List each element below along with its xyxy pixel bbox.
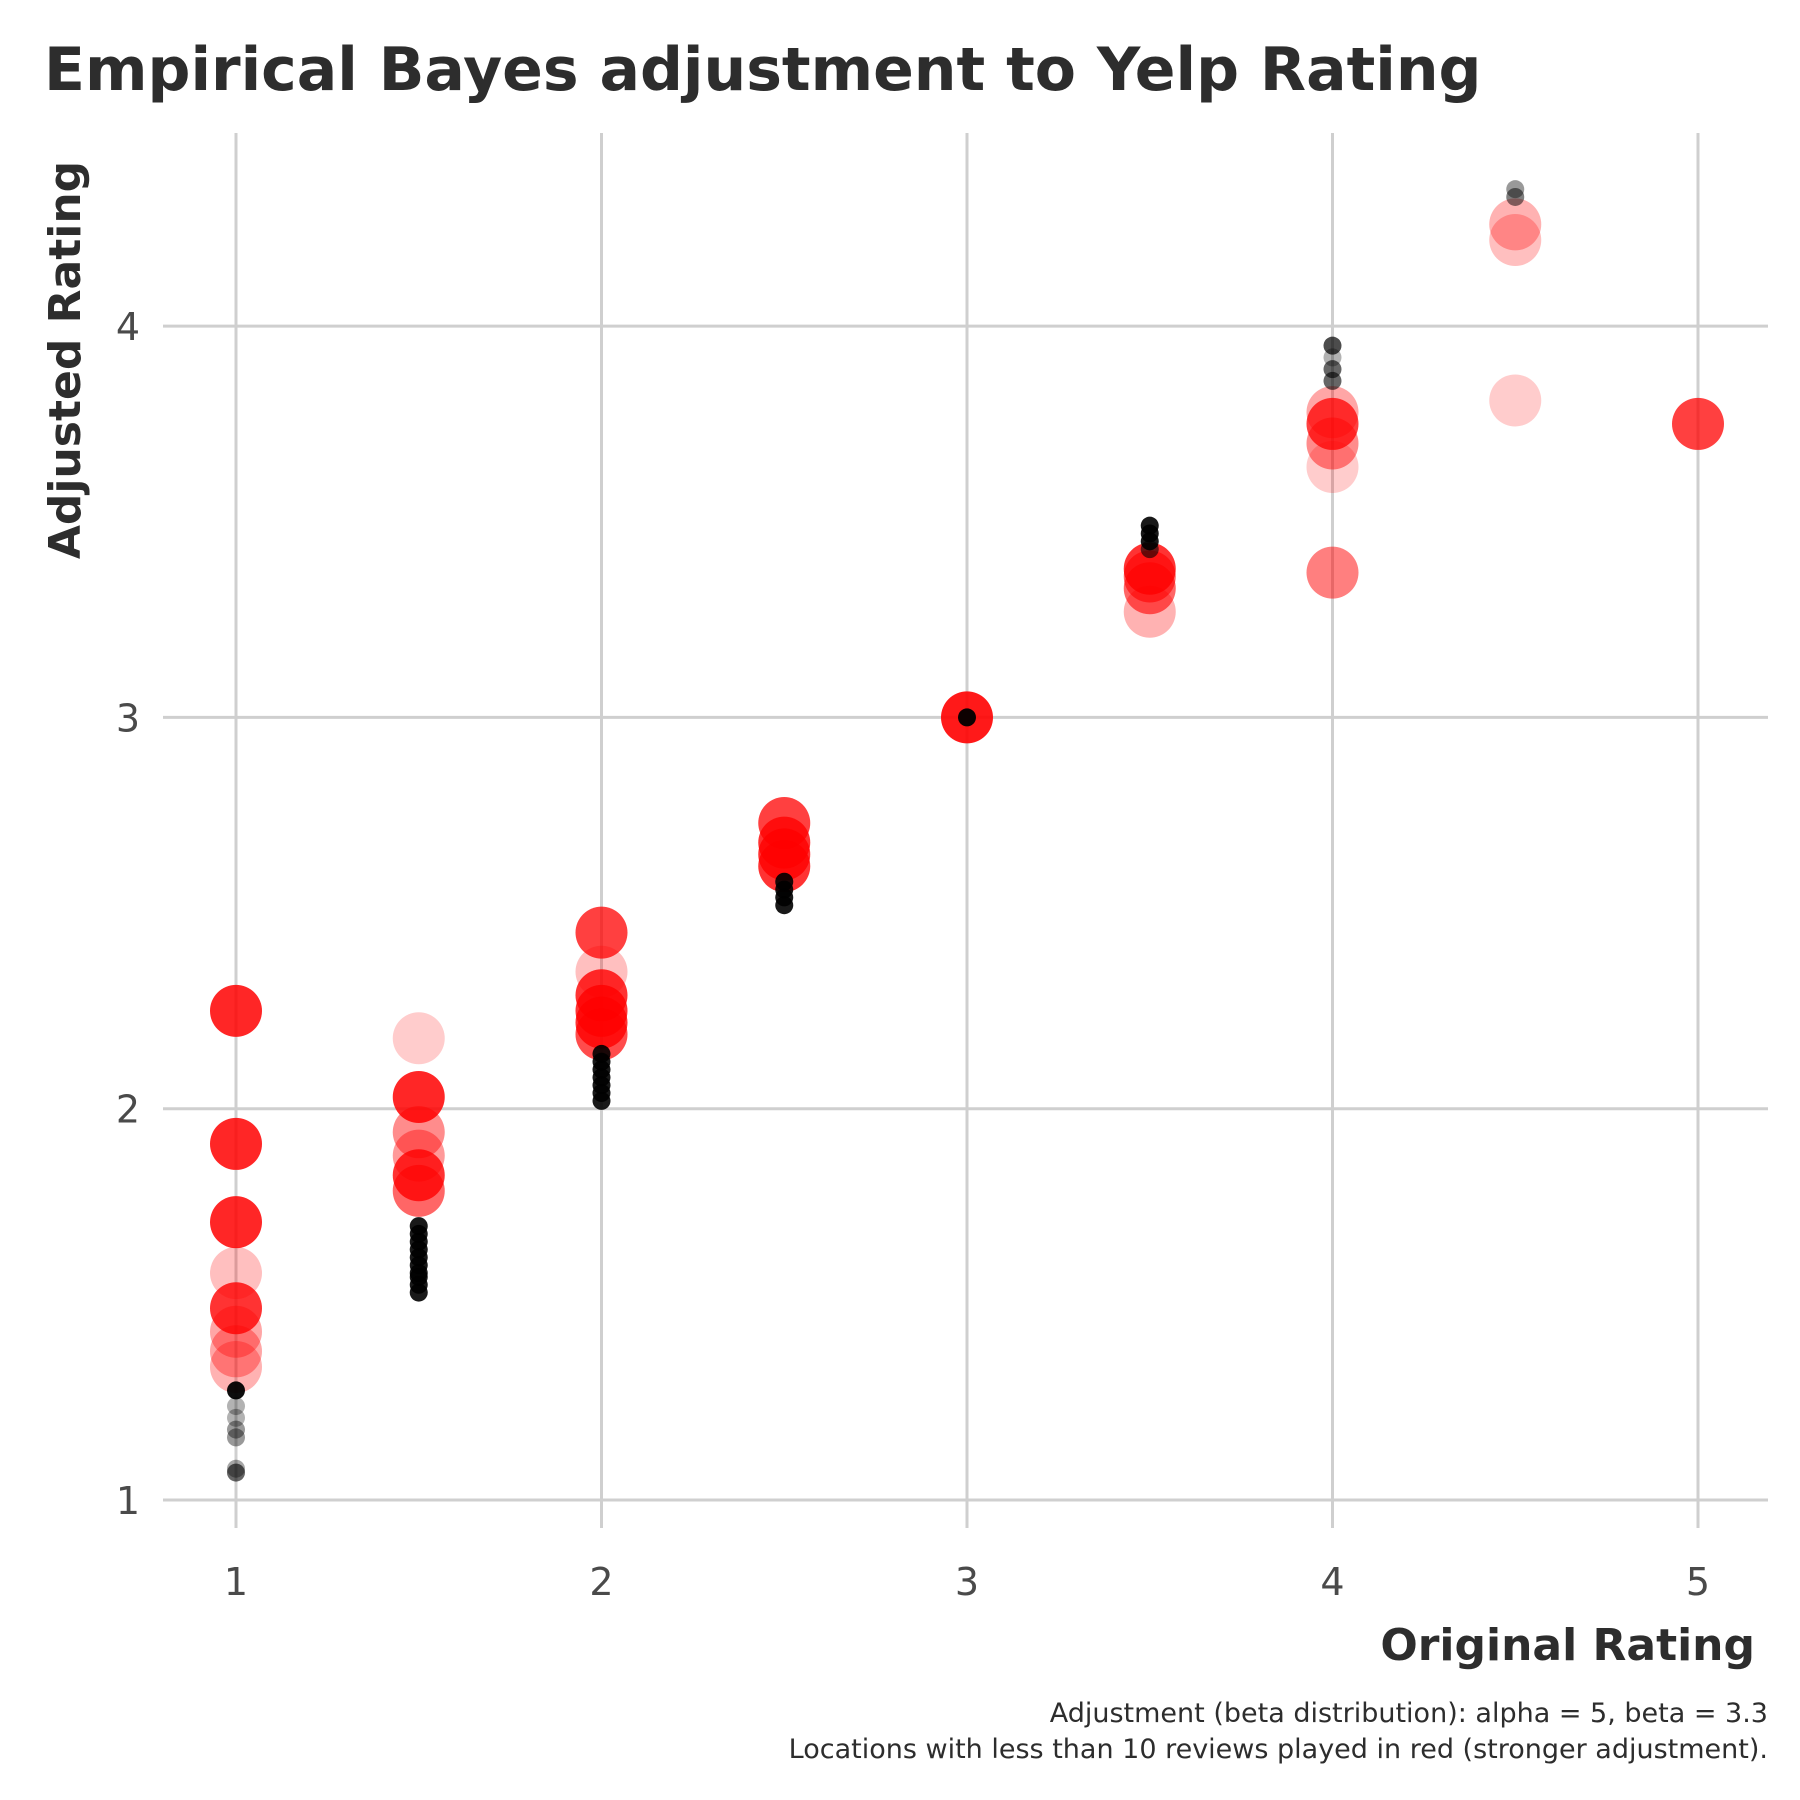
black-point [1323, 336, 1342, 355]
red-point [210, 1305, 262, 1358]
red-point [392, 1012, 445, 1065]
data-points [210, 180, 1724, 1482]
red-point [1489, 374, 1542, 427]
red-point [1123, 585, 1176, 638]
y-tick-label: 2 [116, 1088, 140, 1132]
y-tick-label: 1 [116, 1479, 140, 1523]
black-point [592, 1091, 611, 1110]
x-tick-label: 2 [589, 1560, 613, 1604]
black-point [227, 1463, 245, 1482]
red-point [1306, 397, 1359, 450]
red-point [210, 1282, 262, 1335]
chart-title: Empirical Bayes adjustment to Yelp Ratin… [44, 35, 1482, 105]
red-point [1306, 417, 1359, 470]
black-point [1140, 540, 1159, 559]
grid-lines [163, 133, 1768, 1528]
red-point [1123, 562, 1176, 615]
x-tick-label: 5 [1686, 1560, 1710, 1604]
x-tick-label: 4 [1320, 1560, 1344, 1604]
tick-labels: 1 2 3 4 5 1 2 3 4 [116, 305, 1710, 1604]
red-point [758, 840, 811, 893]
red-point [1489, 198, 1542, 251]
red-point [575, 1008, 628, 1061]
red-point [575, 906, 628, 959]
black-point [227, 1428, 245, 1447]
x-tick-label: 3 [955, 1560, 979, 1604]
black-point [227, 1397, 245, 1416]
black-point [409, 1283, 428, 1302]
red-point [392, 1070, 445, 1123]
black-point [1323, 371, 1342, 390]
black-point [775, 896, 794, 915]
red-point [1306, 440, 1359, 493]
y-axis-title: Adjusted Rating [40, 161, 91, 559]
red-point [392, 1164, 445, 1217]
x-axis-title: Original Rating [1380, 1620, 1755, 1671]
red-point [392, 1106, 445, 1159]
black-point [227, 1408, 245, 1427]
red-point [1306, 546, 1359, 599]
x-tick-label: 1 [224, 1560, 248, 1604]
red-point [210, 1340, 262, 1393]
black-point [227, 1420, 245, 1439]
black-point [1506, 187, 1525, 206]
red-point [1489, 214, 1542, 267]
caption-line-2: Locations with less than 10 reviews play… [789, 1734, 1768, 1765]
black-point [958, 708, 976, 727]
y-tick-label: 4 [116, 305, 140, 349]
black-point [227, 1381, 245, 1400]
red-point [210, 984, 262, 1037]
red-point [1672, 397, 1724, 450]
red-point [210, 1196, 262, 1249]
red-point [210, 1117, 262, 1170]
y-tick-label: 3 [116, 696, 140, 740]
caption-line-1: Adjustment (beta distribution): alpha = … [1050, 1698, 1768, 1729]
red-point [210, 1325, 262, 1378]
